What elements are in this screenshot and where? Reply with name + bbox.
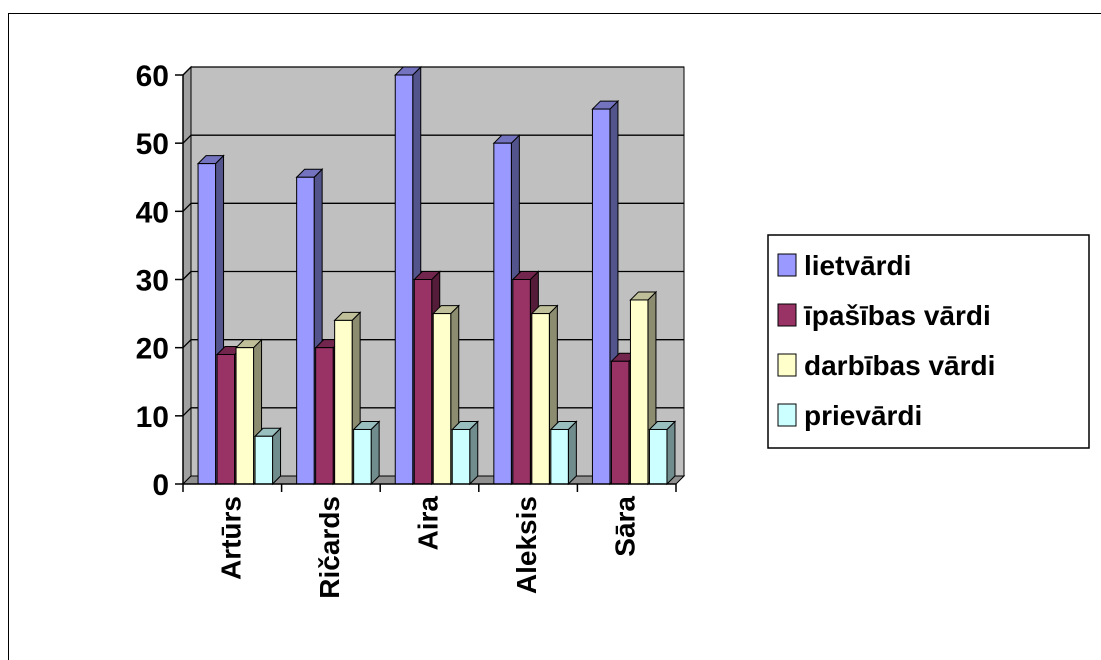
y-tick-label: 40 xyxy=(136,196,169,229)
x-tick-label: Aira xyxy=(413,496,444,551)
x-tick-label: Sāra xyxy=(610,496,641,557)
bar-front xyxy=(432,313,452,485)
legend-swatch xyxy=(777,403,797,427)
bar-front xyxy=(296,176,315,485)
legend-label: prievārdi xyxy=(804,400,922,431)
gridline-side xyxy=(182,66,192,76)
legend-label: darbības vārdi xyxy=(804,350,995,381)
gridline-side xyxy=(182,271,192,280)
bar-side xyxy=(370,420,380,486)
y-tick-label: 0 xyxy=(152,469,169,502)
bar-front xyxy=(353,428,372,485)
bar-prievārdi xyxy=(451,420,479,486)
bar-front xyxy=(648,428,668,485)
legend: lietvārdi īpašības vārdi darbības vārdi pri… xyxy=(767,234,1090,449)
bar-front xyxy=(413,279,433,485)
y-tick-label: 30 xyxy=(136,265,169,298)
legend-label: lietvārdi xyxy=(804,250,911,281)
legend-swatch xyxy=(777,353,797,377)
bar-prievārdi xyxy=(648,420,677,486)
bar-front xyxy=(254,435,274,485)
legend-box xyxy=(767,234,1090,449)
bar-series xyxy=(196,65,677,486)
bar-front xyxy=(610,360,630,485)
x-tick-label: Artūrs xyxy=(215,496,246,580)
bar-prievārdi xyxy=(253,427,282,486)
bar-prievārdi xyxy=(549,420,578,486)
chart-frame xyxy=(8,13,1101,660)
bar-front xyxy=(493,142,512,485)
legend-label: īpašības vārdi xyxy=(803,300,991,331)
gridline-side xyxy=(182,202,192,212)
x-tick-label: Ričards xyxy=(314,496,345,599)
bar-front xyxy=(334,319,353,485)
x-tick-labels: Artūrs Ričards Aira Aleksis Sāra xyxy=(215,496,640,599)
gridline-side xyxy=(182,134,192,144)
y-tick-label: 60 xyxy=(136,60,169,93)
bar-side xyxy=(666,420,676,486)
bar-front xyxy=(531,313,550,485)
legend-swatch xyxy=(777,303,797,327)
bar-front xyxy=(216,353,236,485)
bar-front xyxy=(394,74,414,485)
bar-front xyxy=(591,108,611,485)
legend-swatch xyxy=(777,253,797,277)
bar-darbības-vārdi xyxy=(432,304,460,486)
bar-side xyxy=(469,420,479,486)
y-tick-label: 20 xyxy=(136,333,169,366)
y-tick-label: 50 xyxy=(136,128,169,161)
bar-front xyxy=(451,428,471,485)
bar-front xyxy=(629,299,649,485)
bar-front xyxy=(550,428,569,485)
bar-prievārdi xyxy=(352,420,381,486)
gridline-side xyxy=(182,339,192,349)
axes xyxy=(175,74,677,492)
y-tick-label: 10 xyxy=(136,401,169,434)
bar-lietvārdi xyxy=(492,133,521,486)
x-tick-label: Aleksis xyxy=(511,496,542,594)
bar-front xyxy=(197,163,217,485)
bar-side xyxy=(567,420,577,486)
y-tick-labels: 0 10 20 30 40 50 60 xyxy=(136,60,169,502)
bar-front xyxy=(512,279,531,485)
bar-front xyxy=(235,347,255,485)
gridline-side xyxy=(182,407,192,417)
bar-front xyxy=(315,347,334,485)
bar-side xyxy=(272,427,282,486)
